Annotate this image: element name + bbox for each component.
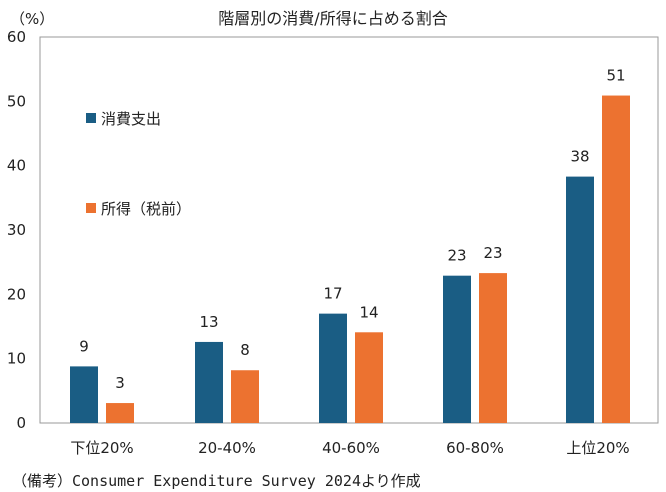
income-bar-label: 51 <box>606 67 625 85</box>
income-bar <box>479 273 507 423</box>
legend-label-income: 所得（税前） <box>101 200 191 218</box>
consumption-bar-label: 13 <box>199 313 218 331</box>
consumption-bar-label: 38 <box>570 148 589 166</box>
y-tick-label: 10 <box>7 350 26 368</box>
legend-swatch-income <box>86 203 96 213</box>
x-tick-label: 20-40% <box>198 439 256 457</box>
consumption-bar <box>319 313 347 423</box>
income-bar <box>602 95 630 423</box>
legend: 消費支出 所得（税前） <box>86 110 191 218</box>
x-tick-label: 60-80% <box>446 439 504 457</box>
y-tick-label: 40 <box>7 157 26 175</box>
income-bar-label: 8 <box>240 341 250 359</box>
consumption-bar-label: 23 <box>447 247 466 265</box>
x-tick-label: 40-60% <box>322 439 380 457</box>
y-axis: 0 10 20 30 40 50 60 <box>7 28 26 432</box>
income-bar-label: 23 <box>483 244 502 262</box>
consumption-bar <box>566 176 594 423</box>
income-bar <box>355 332 383 423</box>
bars-layer <box>70 95 630 423</box>
income-bar <box>231 370 259 423</box>
income-bar <box>106 403 134 423</box>
x-axis: 下位20% 20-40% 40-60% 60-80% 上位20% <box>70 439 629 457</box>
y-tick-label: 60 <box>7 28 26 46</box>
plot-area <box>39 36 659 424</box>
y-tick-label: 30 <box>7 221 26 239</box>
chart-header: 階層別の消費/所得に占める割合 （%） <box>10 9 448 28</box>
footnote: （備考）Consumer Expenditure Survey 2024より作成 <box>12 472 421 490</box>
consumption-bar <box>195 341 223 423</box>
x-tick-label: 上位20% <box>566 439 629 457</box>
income-bar-label: 3 <box>115 374 125 392</box>
y-axis-unit-label: （%） <box>10 10 54 28</box>
legend-label-consumption: 消費支出 <box>101 110 161 128</box>
consumption-bar <box>70 366 98 423</box>
income-bar-label: 14 <box>359 303 378 321</box>
y-tick-label: 0 <box>16 414 26 432</box>
bar-labels-layer: 9 3 13 8 17 14 23 23 38 51 <box>79 67 625 393</box>
legend-swatch-consumption <box>86 113 96 123</box>
consumption-bar <box>443 275 471 423</box>
chart-title: 階層別の消費/所得に占める割合 <box>218 9 447 28</box>
consumption-bar-label: 17 <box>323 285 342 303</box>
x-tick-label: 下位20% <box>70 439 133 457</box>
consumption-bar-label: 9 <box>79 337 89 355</box>
y-tick-label: 20 <box>7 285 26 303</box>
y-tick-label: 50 <box>7 92 26 110</box>
